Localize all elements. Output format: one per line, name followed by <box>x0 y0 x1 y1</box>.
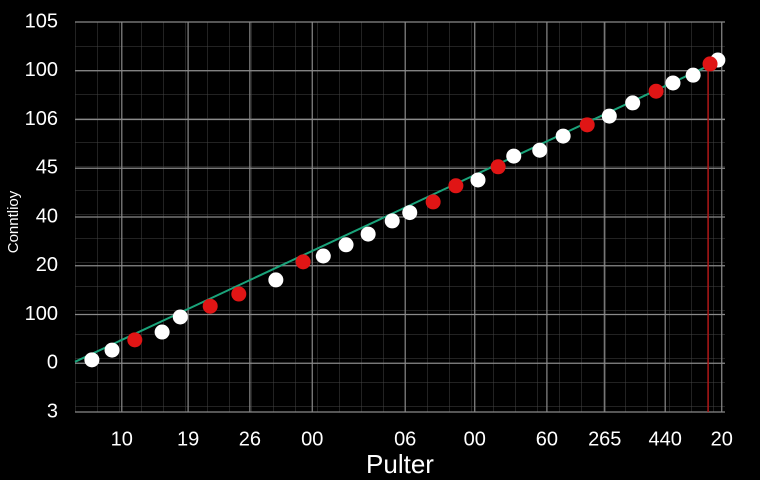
point <box>295 254 311 270</box>
y-tick-label: 45 <box>36 157 58 179</box>
x-tick-label: 06 <box>394 428 416 450</box>
x-axis-label: Pulter <box>366 449 434 479</box>
point <box>506 148 522 164</box>
y-axis-label: Conntlioy <box>5 190 22 253</box>
point <box>702 56 718 72</box>
point <box>470 172 486 188</box>
point <box>338 237 354 253</box>
y-tick-label: 106 <box>25 108 58 130</box>
point <box>127 332 143 348</box>
point <box>490 159 506 175</box>
point <box>202 298 218 314</box>
y-tick-label: 3 <box>47 400 58 422</box>
point <box>601 108 617 124</box>
y-tick-label: 40 <box>36 205 58 227</box>
point <box>268 272 284 288</box>
point <box>104 342 120 358</box>
x-tick-label: 10 <box>111 428 133 450</box>
x-tick-label: 440 <box>649 428 682 450</box>
y-tick-label: 100 <box>25 303 58 325</box>
point <box>231 286 247 302</box>
point <box>154 324 170 340</box>
point <box>360 226 376 242</box>
point <box>84 352 100 368</box>
y-tick-label: 20 <box>36 254 58 276</box>
x-tick-label: 00 <box>464 428 486 450</box>
point <box>532 142 548 158</box>
point <box>315 248 331 264</box>
y-tick-label: 105 <box>25 10 58 32</box>
x-tick-label: 265 <box>588 428 621 450</box>
point <box>579 117 595 133</box>
point <box>665 75 681 91</box>
x-tick-label: 60 <box>536 428 558 450</box>
y-tick-label: 100 <box>25 59 58 81</box>
x-tick-label: 26 <box>239 428 261 450</box>
y-tick-label: 0 <box>47 352 58 374</box>
x-tick-label: 00 <box>301 428 323 450</box>
point <box>685 67 701 83</box>
point <box>648 83 664 99</box>
point <box>425 194 441 210</box>
point <box>625 95 641 111</box>
point <box>402 205 418 221</box>
point <box>555 128 571 144</box>
point <box>384 213 400 229</box>
x-tick-label: 19 <box>177 428 199 450</box>
x-tick-label: 20 <box>711 428 733 450</box>
point <box>172 309 188 325</box>
point <box>448 178 464 194</box>
